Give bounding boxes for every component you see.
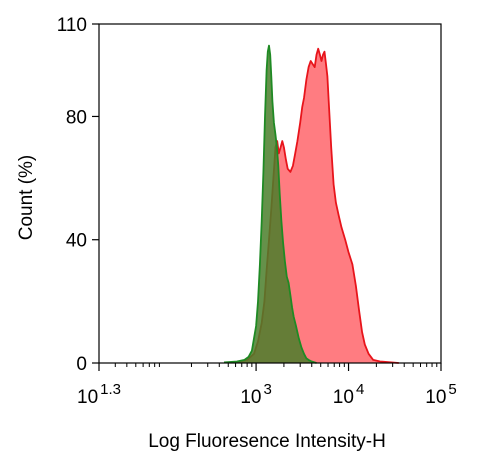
- series-2-area: [224, 45, 317, 363]
- plot-frame: [98, 23, 442, 364]
- series-layer: [223, 44, 399, 364]
- ticks-layer: 0 40 80 110 10 1.3 10 3 10 4 10 5: [57, 15, 457, 408]
- y-tick-label: 110: [57, 15, 87, 36]
- series-2-outline: [223, 44, 317, 364]
- x-axis-title: Log Fluoresence Intensity-H: [148, 431, 386, 452]
- x-tick-label: 10 1.3: [77, 381, 121, 408]
- y-axis-title: Count (%): [16, 155, 37, 241]
- x-tick-label: 10 5: [425, 381, 456, 408]
- y-tick-label: 0: [76, 354, 87, 375]
- x-tick-label: 10 3: [240, 381, 271, 408]
- y-tick-label: 40: [66, 231, 87, 252]
- x-tick-label: 10 4: [333, 381, 364, 408]
- y-tick-label: 80: [66, 107, 87, 128]
